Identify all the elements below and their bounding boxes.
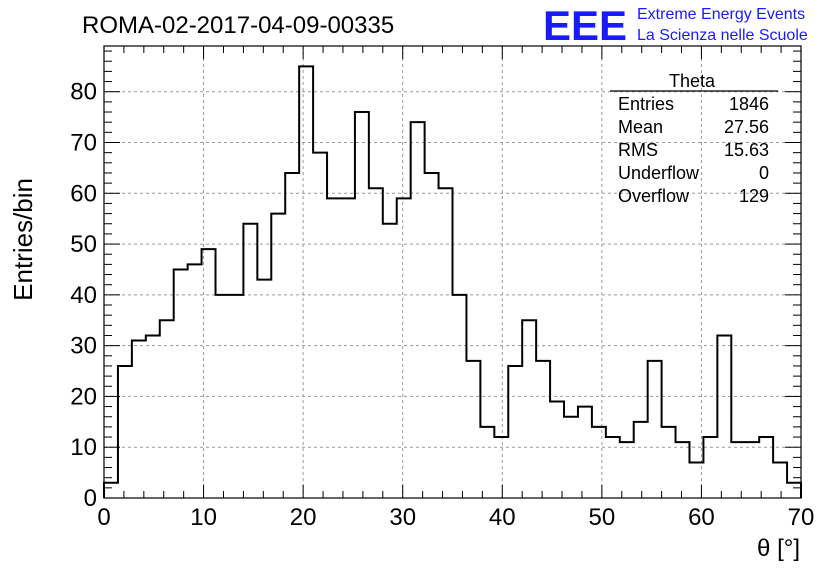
histogram-bin	[257, 280, 271, 498]
histogram-bin	[508, 366, 522, 498]
histogram-bin	[787, 483, 801, 498]
histogram-bin	[104, 483, 118, 498]
x-tick-label: 60	[688, 504, 715, 531]
histogram-bin	[634, 422, 648, 498]
x-tick-label: 40	[489, 504, 516, 531]
histogram-bin	[620, 442, 634, 498]
x-tick-label: 10	[190, 504, 217, 531]
histogram-bin	[606, 437, 620, 498]
histogram-bin	[355, 112, 369, 498]
stats-label-mean: Mean	[618, 117, 663, 137]
y-tick-label: 0	[84, 485, 97, 512]
histogram-bin	[118, 366, 132, 498]
histogram-bin	[703, 437, 717, 498]
stats-value-underflow: 0	[759, 163, 769, 183]
histogram-bin	[494, 437, 508, 498]
stats-value-rms: 15.63	[724, 140, 769, 160]
logo-tagline-1: Extreme Energy Events	[637, 6, 805, 23]
x-tick-label: 70	[788, 504, 815, 531]
histogram-bin	[676, 442, 690, 498]
histogram-bin	[745, 442, 759, 498]
histogram-bin	[188, 264, 202, 498]
histogram-bin	[397, 198, 411, 498]
y-tick-label: 50	[70, 231, 97, 258]
x-tick-label: 50	[589, 504, 616, 531]
logo-tagline-2: La Scienza nelle Scuole	[637, 27, 808, 44]
histogram-bin	[425, 173, 439, 498]
x-tick-label: 20	[290, 504, 317, 531]
histogram-bin	[759, 437, 773, 498]
histogram-bin	[773, 462, 787, 498]
plot-frame	[103, 45, 802, 499]
histogram-bin	[299, 66, 313, 498]
histogram-bin	[146, 335, 160, 498]
histogram-bin	[578, 407, 592, 498]
histogram-bin	[522, 320, 536, 498]
histogram-bin	[313, 153, 327, 498]
y-tick-label: 20	[70, 383, 97, 410]
chart-title: ROMA-02-2017-04-09-00335	[82, 12, 394, 39]
histogram-bin	[216, 295, 230, 498]
y-tick-label: 70	[70, 129, 97, 156]
histogram-bin	[592, 427, 606, 498]
histogram-bin	[369, 188, 383, 498]
stats-label-underflow: Underflow	[618, 163, 700, 183]
histogram-bin	[439, 188, 453, 498]
histogram-bin	[480, 427, 494, 498]
histogram-bin	[174, 269, 188, 498]
x-axis-label: θ [°]	[757, 535, 800, 562]
histogram-bin	[536, 361, 550, 498]
stats-label-overflow: Overflow	[618, 186, 690, 206]
histogram-bin	[341, 198, 355, 498]
stats-value-overflow: 129	[739, 186, 769, 206]
histogram-bin	[327, 198, 341, 498]
y-tick-label: 10	[70, 434, 97, 461]
y-axis-label: Entries/bin	[8, 178, 38, 301]
histogram-bin	[648, 361, 662, 498]
plot-area: 0 10 20 30 40 50 60 70 0 10 20 30 40 50 60 70 80	[70, 45, 815, 531]
histogram-bin	[383, 224, 397, 498]
y-tick-label: 30	[70, 333, 97, 360]
histogram-bin	[564, 417, 578, 498]
histogram-bin	[466, 361, 480, 498]
x-tick-label: 0	[97, 504, 110, 531]
stats-label-rms: RMS	[618, 140, 658, 160]
histogram-bin	[411, 122, 425, 498]
eee-logo: EEE Extreme Energy Events La Scienza nel…	[543, 2, 808, 49]
y-tick-label: 80	[70, 79, 97, 106]
stats-value-mean: 27.56	[724, 117, 769, 137]
histogram-bin	[271, 214, 285, 498]
histogram-bin	[550, 402, 564, 498]
histogram-bin	[132, 341, 146, 498]
stats-label-entries: Entries	[618, 94, 674, 114]
histogram-bin	[662, 427, 676, 498]
stats-value-entries: 1846	[729, 94, 769, 114]
histogram-bin	[160, 320, 174, 498]
stats-box: Theta Entries 1846 Mean 27.56 RMS 15.63 …	[610, 71, 778, 206]
y-tick-label: 60	[70, 180, 97, 207]
histogram-bin	[717, 335, 731, 498]
histogram-series	[103, 65, 802, 498]
histogram-bin	[731, 442, 745, 498]
x-tick-label: 30	[389, 504, 416, 531]
histogram-bin	[285, 173, 299, 498]
histogram-bin	[243, 224, 257, 498]
stats-name: Theta	[669, 71, 716, 91]
y-tick-label: 40	[70, 282, 97, 309]
eee-logo-mark: EEE	[543, 2, 627, 49]
